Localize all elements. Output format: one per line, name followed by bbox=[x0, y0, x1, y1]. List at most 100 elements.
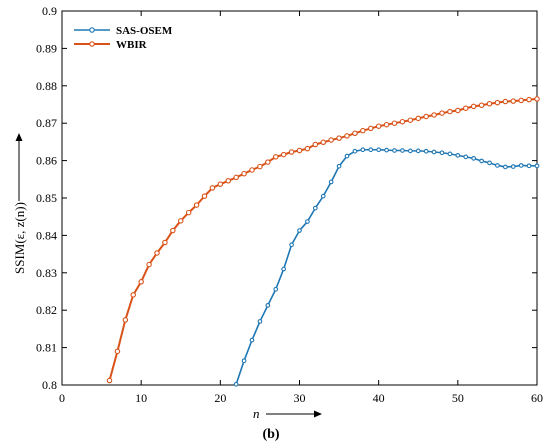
data-point-sas-osem bbox=[360, 147, 366, 153]
data-point-wbir bbox=[122, 317, 129, 323]
data-point-wbir bbox=[431, 112, 437, 118]
y-tick-label: 0.87 bbox=[36, 116, 57, 130]
y-tick-label: 0.83 bbox=[36, 266, 57, 280]
data-point-wbir bbox=[360, 127, 366, 134]
data-point-sas-osem bbox=[534, 163, 540, 169]
data-point-sas-osem bbox=[328, 179, 334, 185]
data-point-wbir bbox=[146, 261, 152, 268]
data-point-sas-osem bbox=[518, 163, 524, 168]
data-point-wbir bbox=[336, 135, 342, 141]
data-point-wbir bbox=[288, 149, 295, 155]
data-point-sas-osem bbox=[384, 147, 389, 153]
data-point-sas-osem bbox=[415, 148, 421, 154]
data-point-wbir bbox=[367, 125, 374, 132]
y-tick-label: 0.81 bbox=[36, 341, 57, 355]
data-point-wbir bbox=[265, 159, 271, 165]
data-point-wbir bbox=[217, 181, 224, 187]
data-point-sas-osem bbox=[439, 150, 445, 156]
data-point-sas-osem bbox=[289, 242, 294, 248]
data-point-sas-osem bbox=[273, 286, 279, 292]
data-point-sas-osem bbox=[463, 154, 469, 160]
data-point-wbir bbox=[130, 292, 137, 298]
data-point-sas-osem bbox=[376, 147, 382, 153]
data-point-sas-osem bbox=[479, 158, 484, 164]
data-point-wbir bbox=[423, 113, 429, 120]
data-point-sas-osem bbox=[297, 228, 302, 233]
series-sas-osem bbox=[233, 147, 540, 387]
data-point-wbir bbox=[312, 141, 319, 148]
data-point-wbir bbox=[178, 218, 184, 224]
data-point-sas-osem bbox=[392, 148, 397, 153]
legend-label: SAS-OSEM bbox=[116, 25, 173, 37]
data-point-wbir bbox=[233, 174, 239, 181]
x-tick-label: 60 bbox=[531, 391, 543, 405]
data-point-wbir bbox=[502, 98, 509, 105]
data-point-sas-osem bbox=[455, 153, 461, 158]
data-point-wbir bbox=[455, 107, 461, 114]
data-point-wbir bbox=[272, 154, 279, 160]
data-point-wbir bbox=[518, 97, 524, 104]
series-wbir bbox=[106, 96, 540, 384]
data-point-wbir bbox=[209, 185, 216, 191]
data-point-wbir bbox=[138, 279, 144, 285]
data-point-wbir bbox=[407, 117, 414, 123]
x-tick-label: 20 bbox=[214, 391, 226, 405]
data-point-sas-osem bbox=[487, 160, 492, 166]
y-tick-label: 0.9 bbox=[42, 4, 57, 18]
data-point-wbir bbox=[439, 110, 445, 116]
x-tick-label: 30 bbox=[294, 391, 306, 405]
x-axis-label-group: n bbox=[253, 406, 322, 421]
data-point-wbir bbox=[201, 193, 208, 199]
data-point-wbir bbox=[154, 250, 160, 256]
x-axis: 0 10 20 30 40 50 60 bbox=[59, 11, 543, 405]
data-point-wbir bbox=[162, 239, 168, 246]
legend-item-sas-osem: SAS-OSEM bbox=[74, 25, 173, 37]
data-point-wbir bbox=[328, 137, 334, 143]
data-point-wbir bbox=[470, 103, 477, 110]
legend-item-wbir: WBIR bbox=[74, 39, 148, 51]
x-axis-arrow-icon bbox=[314, 410, 322, 418]
data-point-wbir bbox=[375, 123, 382, 129]
data-point-wbir bbox=[296, 147, 303, 154]
y-axis-arrow-icon bbox=[15, 133, 23, 141]
y-axis-label: SSIM(ε, z(n)) bbox=[12, 202, 27, 274]
data-point-sas-osem bbox=[471, 156, 477, 161]
data-point-sas-osem bbox=[423, 148, 429, 154]
data-point-sas-osem bbox=[352, 148, 358, 154]
data-point-wbir bbox=[193, 202, 200, 208]
data-point-wbir bbox=[478, 102, 485, 108]
data-point-wbir bbox=[241, 170, 247, 177]
data-point-wbir bbox=[257, 163, 263, 170]
y-tick-label: 0.84 bbox=[36, 228, 57, 242]
data-point-wbir bbox=[447, 108, 453, 115]
y-axis: 0.8 0.81 0.82 0.83 0.84 0.85 0.86 0.87 0.88 0.89 0… bbox=[36, 4, 537, 392]
y-axis-label-group: SSIM(ε, z(n)) bbox=[12, 133, 27, 274]
data-point-wbir bbox=[249, 167, 255, 173]
y-tick-label: 0.89 bbox=[36, 41, 57, 55]
data-point-sas-osem bbox=[305, 219, 310, 224]
x-tick-label: 40 bbox=[373, 391, 385, 405]
y-tick-label: 0.85 bbox=[36, 191, 57, 205]
data-point-sas-osem bbox=[249, 337, 255, 343]
data-point-sas-osem bbox=[400, 148, 405, 153]
data-point-sas-osem bbox=[344, 153, 350, 159]
x-tick-label: 0 bbox=[59, 391, 65, 405]
data-point-sas-osem bbox=[233, 381, 239, 387]
x-tick-label: 50 bbox=[452, 391, 464, 405]
data-point-sas-osem bbox=[281, 266, 287, 272]
data-point-wbir bbox=[462, 105, 469, 111]
data-point-sas-osem bbox=[510, 164, 516, 169]
data-point-sas-osem bbox=[368, 147, 374, 153]
data-point-wbir bbox=[320, 139, 326, 146]
data-point-sas-osem bbox=[447, 151, 453, 157]
data-point-wbir bbox=[383, 121, 390, 128]
data-point-sas-osem bbox=[407, 148, 413, 154]
data-point-wbir bbox=[106, 377, 113, 384]
data-point-sas-osem bbox=[336, 163, 342, 169]
x-axis-label: n bbox=[253, 406, 260, 421]
data-point-wbir bbox=[344, 133, 350, 139]
y-tick-label: 0.8 bbox=[42, 378, 57, 392]
data-point-sas-osem bbox=[320, 193, 326, 199]
